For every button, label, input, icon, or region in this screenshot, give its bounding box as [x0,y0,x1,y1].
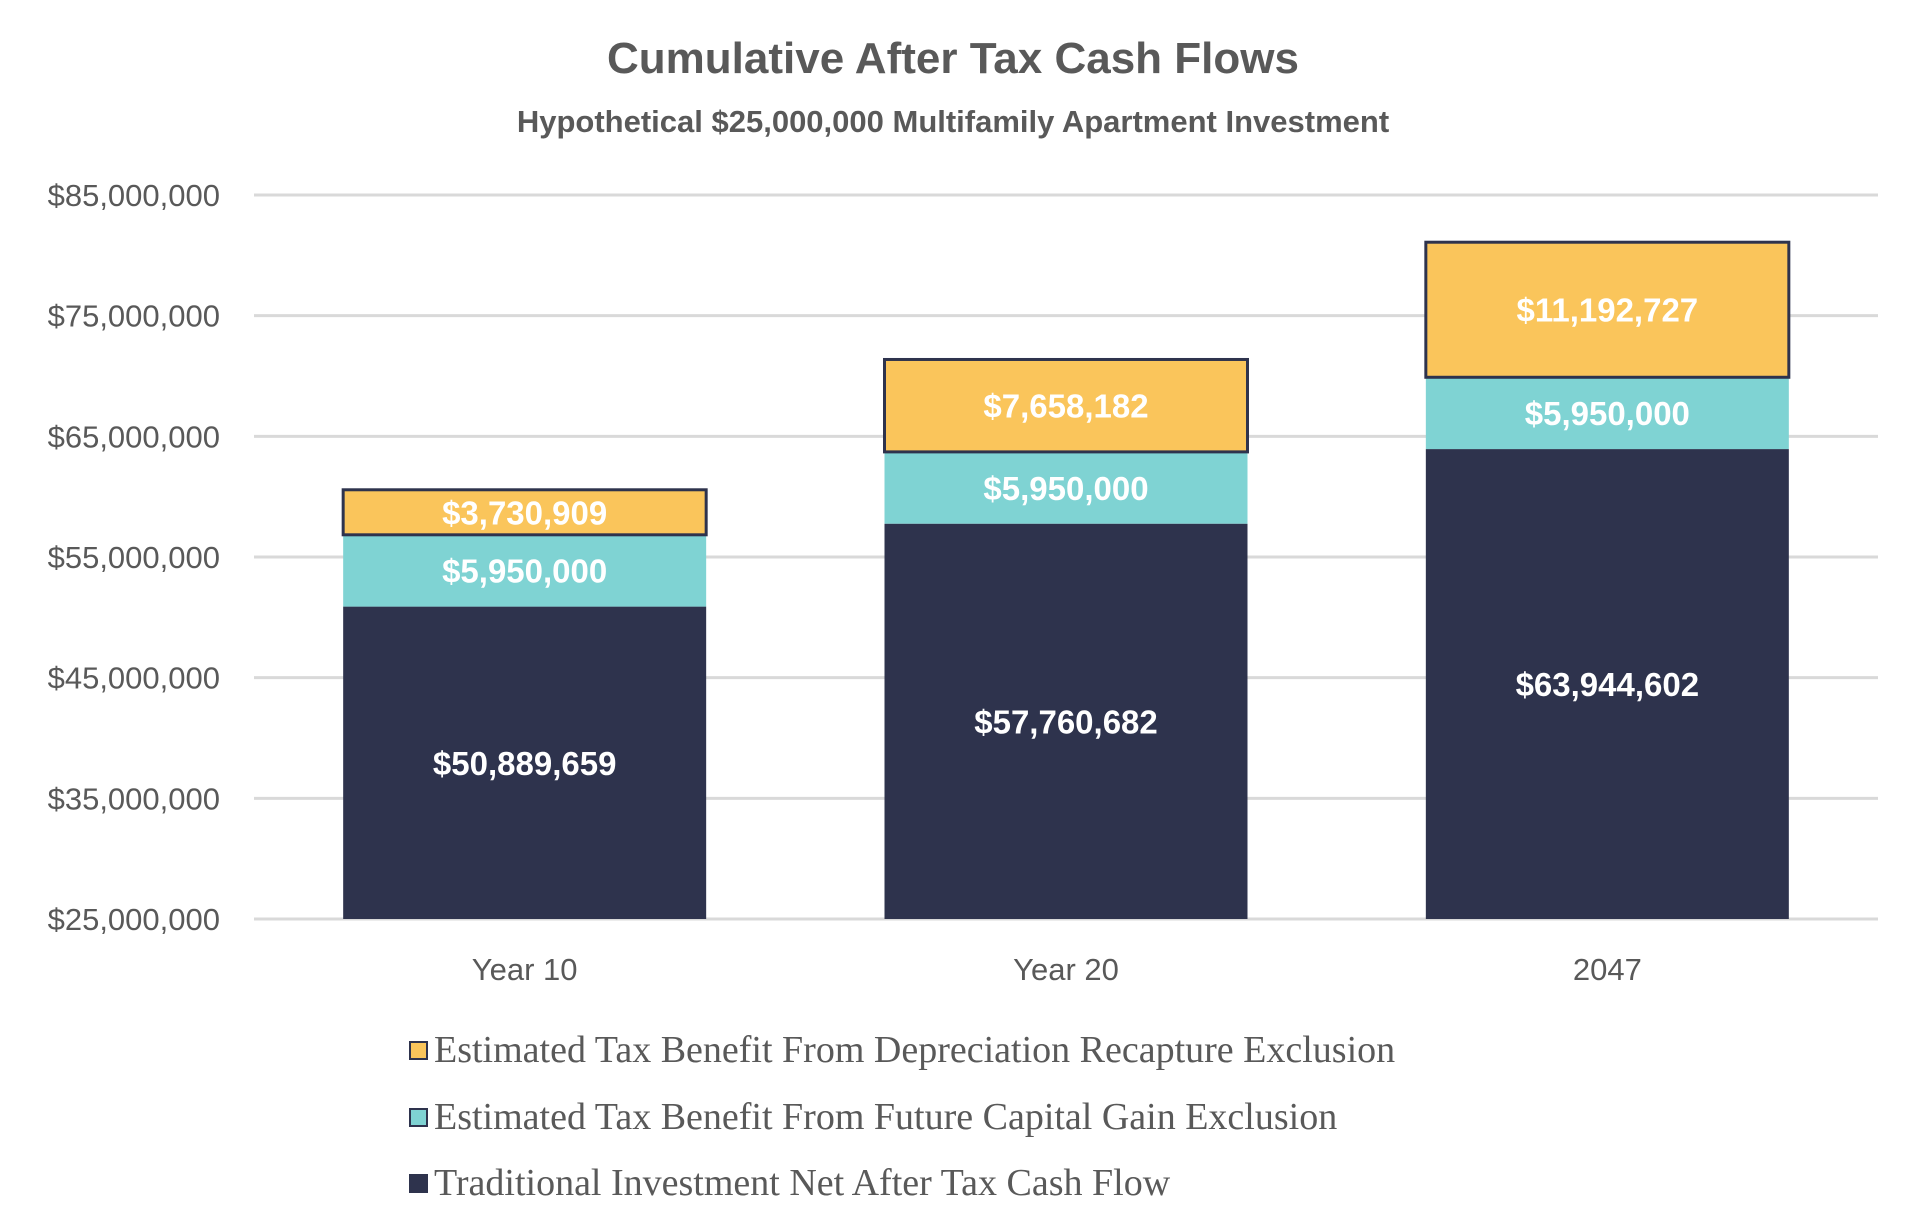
y-tick-label: $55,000,000 [48,540,220,575]
x-tick-label: 2047 [1573,952,1642,987]
data-label: $5,950,000 [442,553,607,590]
y-tick-label: $45,000,000 [48,661,220,696]
y-tick-label: $85,000,000 [48,178,220,213]
legend-item-traditional: Traditional Investment Net After Tax Cas… [409,1161,1170,1205]
legend-label: Estimated Tax Benefit From Depreciation … [434,1029,1396,1071]
bar-segment [1425,377,1789,450]
data-label: $63,944,602 [1516,666,1700,703]
data-label: $5,950,000 [1525,395,1690,432]
data-label: $50,889,659 [433,745,617,782]
legend-item-capital-gain: Estimated Tax Benefit From Future Capita… [409,1095,1337,1139]
bar-segment [343,534,707,607]
legend-label: Estimated Tax Benefit From Future Capita… [434,1096,1338,1138]
chart-subtitle: Hypothetical $25,000,000 Multifamily Apa… [516,104,1390,139]
legend-label: Traditional Investment Net After Tax Cas… [434,1162,1171,1204]
bar-segment [1425,449,1789,919]
data-label: $5,950,000 [983,470,1148,507]
legend-item-depreciation: Estimated Tax Benefit From Depreciation … [409,1028,1395,1072]
data-label: $3,730,909 [442,494,607,531]
bar-segment [343,606,707,919]
data-label: $7,658,182 [983,388,1148,425]
data-label: $57,760,682 [974,703,1158,740]
y-tick-label: $65,000,000 [48,419,220,454]
chart-title: Cumulative After Tax Cash Flows [607,34,1299,83]
bar-segment [1424,240,1791,379]
bar-segment [884,523,1248,919]
bar-segment [883,357,1249,454]
legend-swatch [409,1040,428,1060]
bar-segment [341,488,708,537]
bar-segment [884,451,1248,524]
y-tick-label: $75,000,000 [48,299,220,334]
y-tick-label: $35,000,000 [48,781,220,816]
x-tick-label: Year 20 [1013,952,1119,987]
legend-swatch [409,1107,428,1127]
y-tick-label: $25,000,000 [48,902,220,937]
x-tick-label: Year 10 [472,952,578,987]
legend-swatch [409,1173,428,1193]
data-label: $11,192,727 [1516,292,1698,329]
